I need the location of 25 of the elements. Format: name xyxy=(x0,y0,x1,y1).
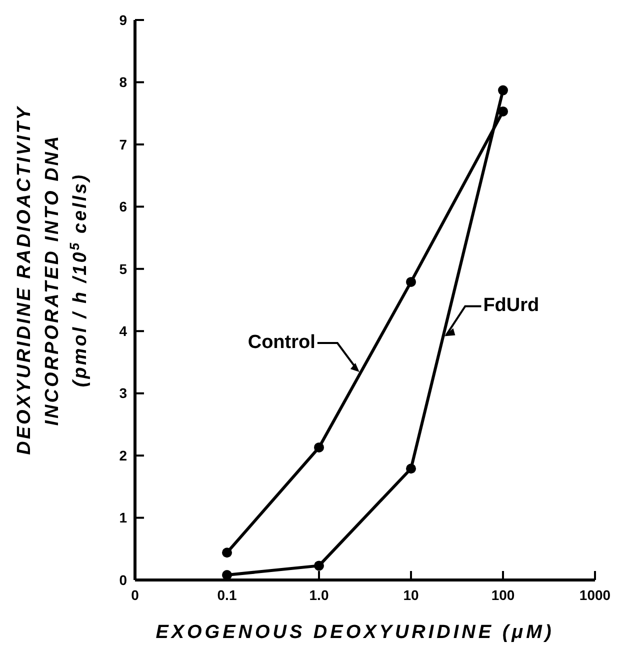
x-tick-label: 1000 xyxy=(579,587,611,603)
x-tick-label: 0 xyxy=(131,587,140,603)
y-tick-label: 1 xyxy=(119,510,128,526)
y-tick-label: 4 xyxy=(119,323,128,340)
point xyxy=(222,548,232,558)
point xyxy=(406,464,416,474)
x-tick-label: 1.0 xyxy=(309,587,329,603)
text: Control xyxy=(248,332,316,353)
point xyxy=(314,560,324,571)
y-tick-label: 8 xyxy=(119,74,128,90)
y-tick-label: 7 xyxy=(119,136,128,152)
x-tick-label: 0.1 xyxy=(217,587,237,603)
point xyxy=(314,442,324,452)
point xyxy=(406,276,416,287)
x-axis-title: EXOGENOUS DEOXYURIDINE (μM) xyxy=(156,622,554,643)
point xyxy=(498,85,508,96)
y-tick-label: 6 xyxy=(119,198,128,215)
y-tick-label: 3 xyxy=(119,385,128,402)
x-tick-label: 10 xyxy=(403,587,419,603)
y-tick-label: 9 xyxy=(119,12,128,28)
x-tick-label: 100 xyxy=(491,587,515,603)
y-tick-label: 0 xyxy=(119,572,128,588)
y-tick-label: 5 xyxy=(119,260,128,277)
y-tick-label: 2 xyxy=(119,447,128,464)
series-label: FdUrd xyxy=(483,295,540,316)
